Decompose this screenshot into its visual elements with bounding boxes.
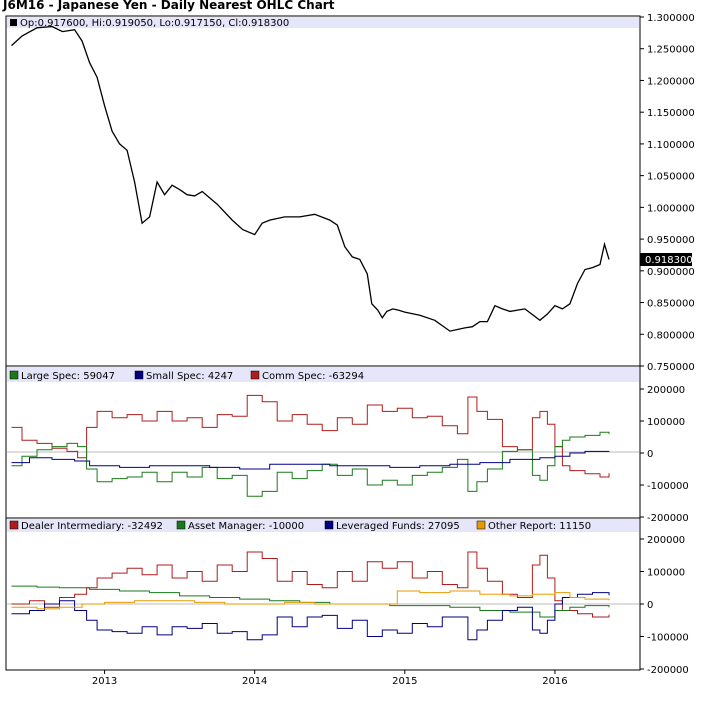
legend-comm-spec: Comm Spec: -63294 — [262, 371, 364, 382]
legend-swatch-small-spec — [134, 370, 144, 380]
y-tick-label-p1-2: 0 — [647, 449, 653, 460]
y-tick-label-p0-4: 1.100000 — [647, 140, 695, 151]
y-tick-label-p2-1: 100000 — [647, 568, 685, 579]
legend-leveraged-funds: Leveraged Funds: 27095 — [336, 521, 460, 532]
y-tick-label-p2-3: -100000 — [647, 633, 689, 644]
cot-legend-bar — [7, 367, 639, 382]
price-legend-swatch — [10, 19, 17, 26]
series-line-p0-s0 — [11, 25, 610, 332]
x-tick-label-1: 2014 — [242, 676, 267, 687]
y-tick-label-p0-6: 1.000000 — [647, 203, 695, 214]
y-tick-label-p0-11: 0.750000 — [647, 362, 695, 373]
y-tick-label-p2-2: 0 — [647, 600, 653, 611]
legend-swatch-large-spec — [9, 370, 19, 380]
y-tick-label-p1-1: 100000 — [647, 417, 685, 428]
legend-large-spec: Large Spec: 59047 — [21, 371, 115, 382]
y-tick-label-p2-0: 200000 — [647, 535, 685, 546]
legend-swatch-other-report — [476, 520, 486, 530]
legend-swatch-comm-spec — [250, 370, 260, 380]
legend-swatch-dealer — [9, 520, 19, 530]
series-line-p1-s2 — [11, 450, 610, 470]
y-tick-label-p0-9: 0.850000 — [647, 299, 695, 310]
y-tick-label-p0-8: 0.900000 — [647, 267, 695, 278]
x-tick-label-0: 2013 — [92, 676, 117, 687]
series-line-p2-s0 — [11, 551, 610, 618]
series-line-p2-s2 — [11, 592, 610, 641]
y-tick-label-p1-3: -100000 — [647, 481, 689, 492]
last-price-box — [640, 253, 692, 266]
series-layer — [11, 25, 610, 641]
series-line-p2-s3 — [11, 590, 610, 610]
legend-asset-manager: Asset Manager: -10000 — [188, 521, 304, 532]
y-tick-label-p0-1: 1.250000 — [647, 45, 695, 56]
y-tick-label-p1-4: -200000 — [647, 513, 689, 524]
axis-layer: 1.300000 1.250000 1.200000 1.150000 1.100000… — [92, 13, 695, 687]
legend-small-spec: Small Spec: 4247 — [146, 371, 233, 382]
last-price-label: 0.918300 — [645, 255, 693, 266]
legend-other-report: Other Report: 11150 — [488, 521, 591, 532]
y-tick-label-p0-7: 0.950000 — [647, 235, 695, 246]
price-legend-text: Op:0.917600, Hi:0.919050, Lo:0.917150, C… — [20, 18, 289, 29]
chart-title: J6M16 - Japanese Yen - Daily Nearest OHL… — [2, 0, 335, 12]
y-tick-label-p2-4: -200000 — [647, 665, 689, 676]
legend-dealer: Dealer Intermediary: -32492 — [21, 521, 163, 532]
legend-swatch-asset-manager — [176, 520, 186, 530]
y-tick-label-p0-3: 1.150000 — [647, 108, 695, 119]
x-tick-label-2: 2015 — [392, 676, 417, 687]
price-legend-bar — [7, 17, 639, 28]
y-tick-label-p1-0: 200000 — [647, 385, 685, 396]
price-panel-frame — [5, 15, 641, 367]
series-line-p1-s1 — [11, 431, 610, 497]
y-tick-label-p0-10: 0.800000 — [647, 330, 695, 341]
legend-swatch-leveraged-funds — [324, 520, 334, 530]
cot-panel-frame — [5, 365, 641, 519]
y-tick-label-p0-5: 1.050000 — [647, 172, 695, 183]
series-line-p1-s0 — [11, 394, 610, 478]
y-tick-label-p0-2: 1.200000 — [647, 76, 695, 87]
x-tick-label-3: 2016 — [542, 676, 567, 687]
y-tick-label-p0-0: 1.300000 — [647, 13, 695, 24]
